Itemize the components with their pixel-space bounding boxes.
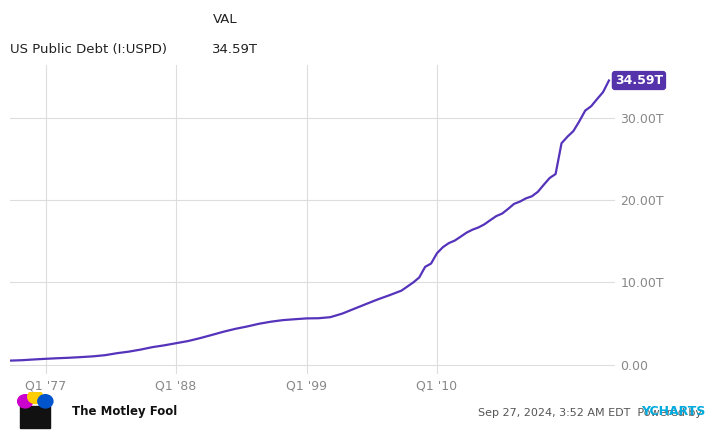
- Text: YCHARTS: YCHARTS: [642, 405, 706, 418]
- Polygon shape: [20, 406, 50, 428]
- Circle shape: [27, 390, 43, 404]
- Text: VAL: VAL: [212, 13, 237, 26]
- Circle shape: [38, 395, 53, 408]
- Text: Sep 27, 2024, 3:52 AM EDT  Powered by: Sep 27, 2024, 3:52 AM EDT Powered by: [478, 408, 706, 418]
- Circle shape: [17, 395, 33, 408]
- Text: 34.59T: 34.59T: [212, 43, 258, 56]
- Text: 34.59T: 34.59T: [615, 74, 663, 87]
- Text: US Public Debt (I:USPD): US Public Debt (I:USPD): [10, 43, 167, 56]
- Text: The Motley Fool: The Motley Fool: [72, 405, 177, 418]
